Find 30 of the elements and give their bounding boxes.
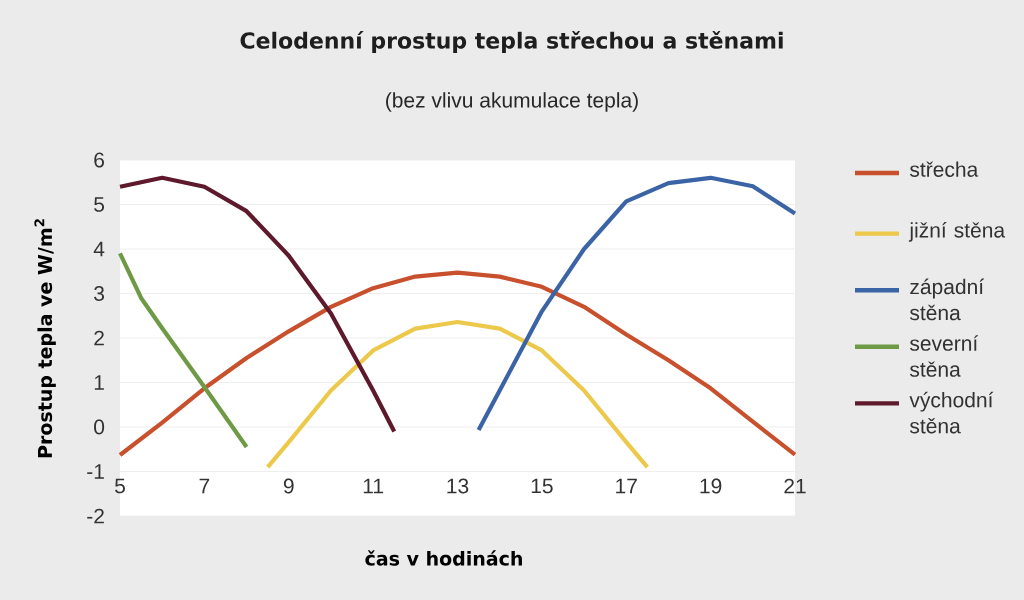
line-series — [117, 175, 397, 434]
y-tick-label: 3 — [94, 286, 105, 301]
y-tick-label: -1 — [87, 464, 104, 479]
y-tick-label: 2 — [94, 330, 104, 346]
y-tick-label: 4 — [93, 241, 105, 257]
legend-label: jižní stěna — [908, 221, 1006, 242]
x-tick-label: 21 — [784, 478, 806, 494]
y-tick-label: 0 — [94, 419, 105, 435]
y-tick-label: 6 — [94, 152, 105, 168]
line-series — [117, 270, 798, 458]
x-axis-title: čas v hodinách — [365, 550, 522, 566]
chart-title: Celodenní prostup tepla střechou a stěnami — [240, 30, 783, 54]
x-tick-label: 13 — [447, 478, 469, 494]
x-tick-label: 9 — [283, 478, 294, 494]
x-tick-label: 11 — [363, 478, 383, 494]
y-axis-title: Prostup tepla ve W/m$^{2}$ — [34, 219, 56, 458]
y-tick-label: -2 — [87, 508, 104, 524]
y-tick-label: 5 — [94, 197, 105, 212]
line-series — [476, 175, 798, 433]
x-tick-label: 15 — [531, 478, 553, 494]
x-tick-label: 19 — [700, 478, 722, 494]
y-tick-label: 1 — [94, 375, 104, 390]
chart-subtitle: (bez vlivu akumulace tepla) — [386, 92, 638, 112]
line-series — [117, 251, 249, 450]
legend-label: východní stěna — [909, 391, 994, 434]
line-series — [265, 319, 650, 470]
x-tick-label: 5 — [115, 478, 125, 494]
x-tick-label: 17 — [616, 478, 637, 494]
legend-label: střecha — [909, 161, 979, 177]
x-tick-label: 7 — [199, 478, 210, 494]
